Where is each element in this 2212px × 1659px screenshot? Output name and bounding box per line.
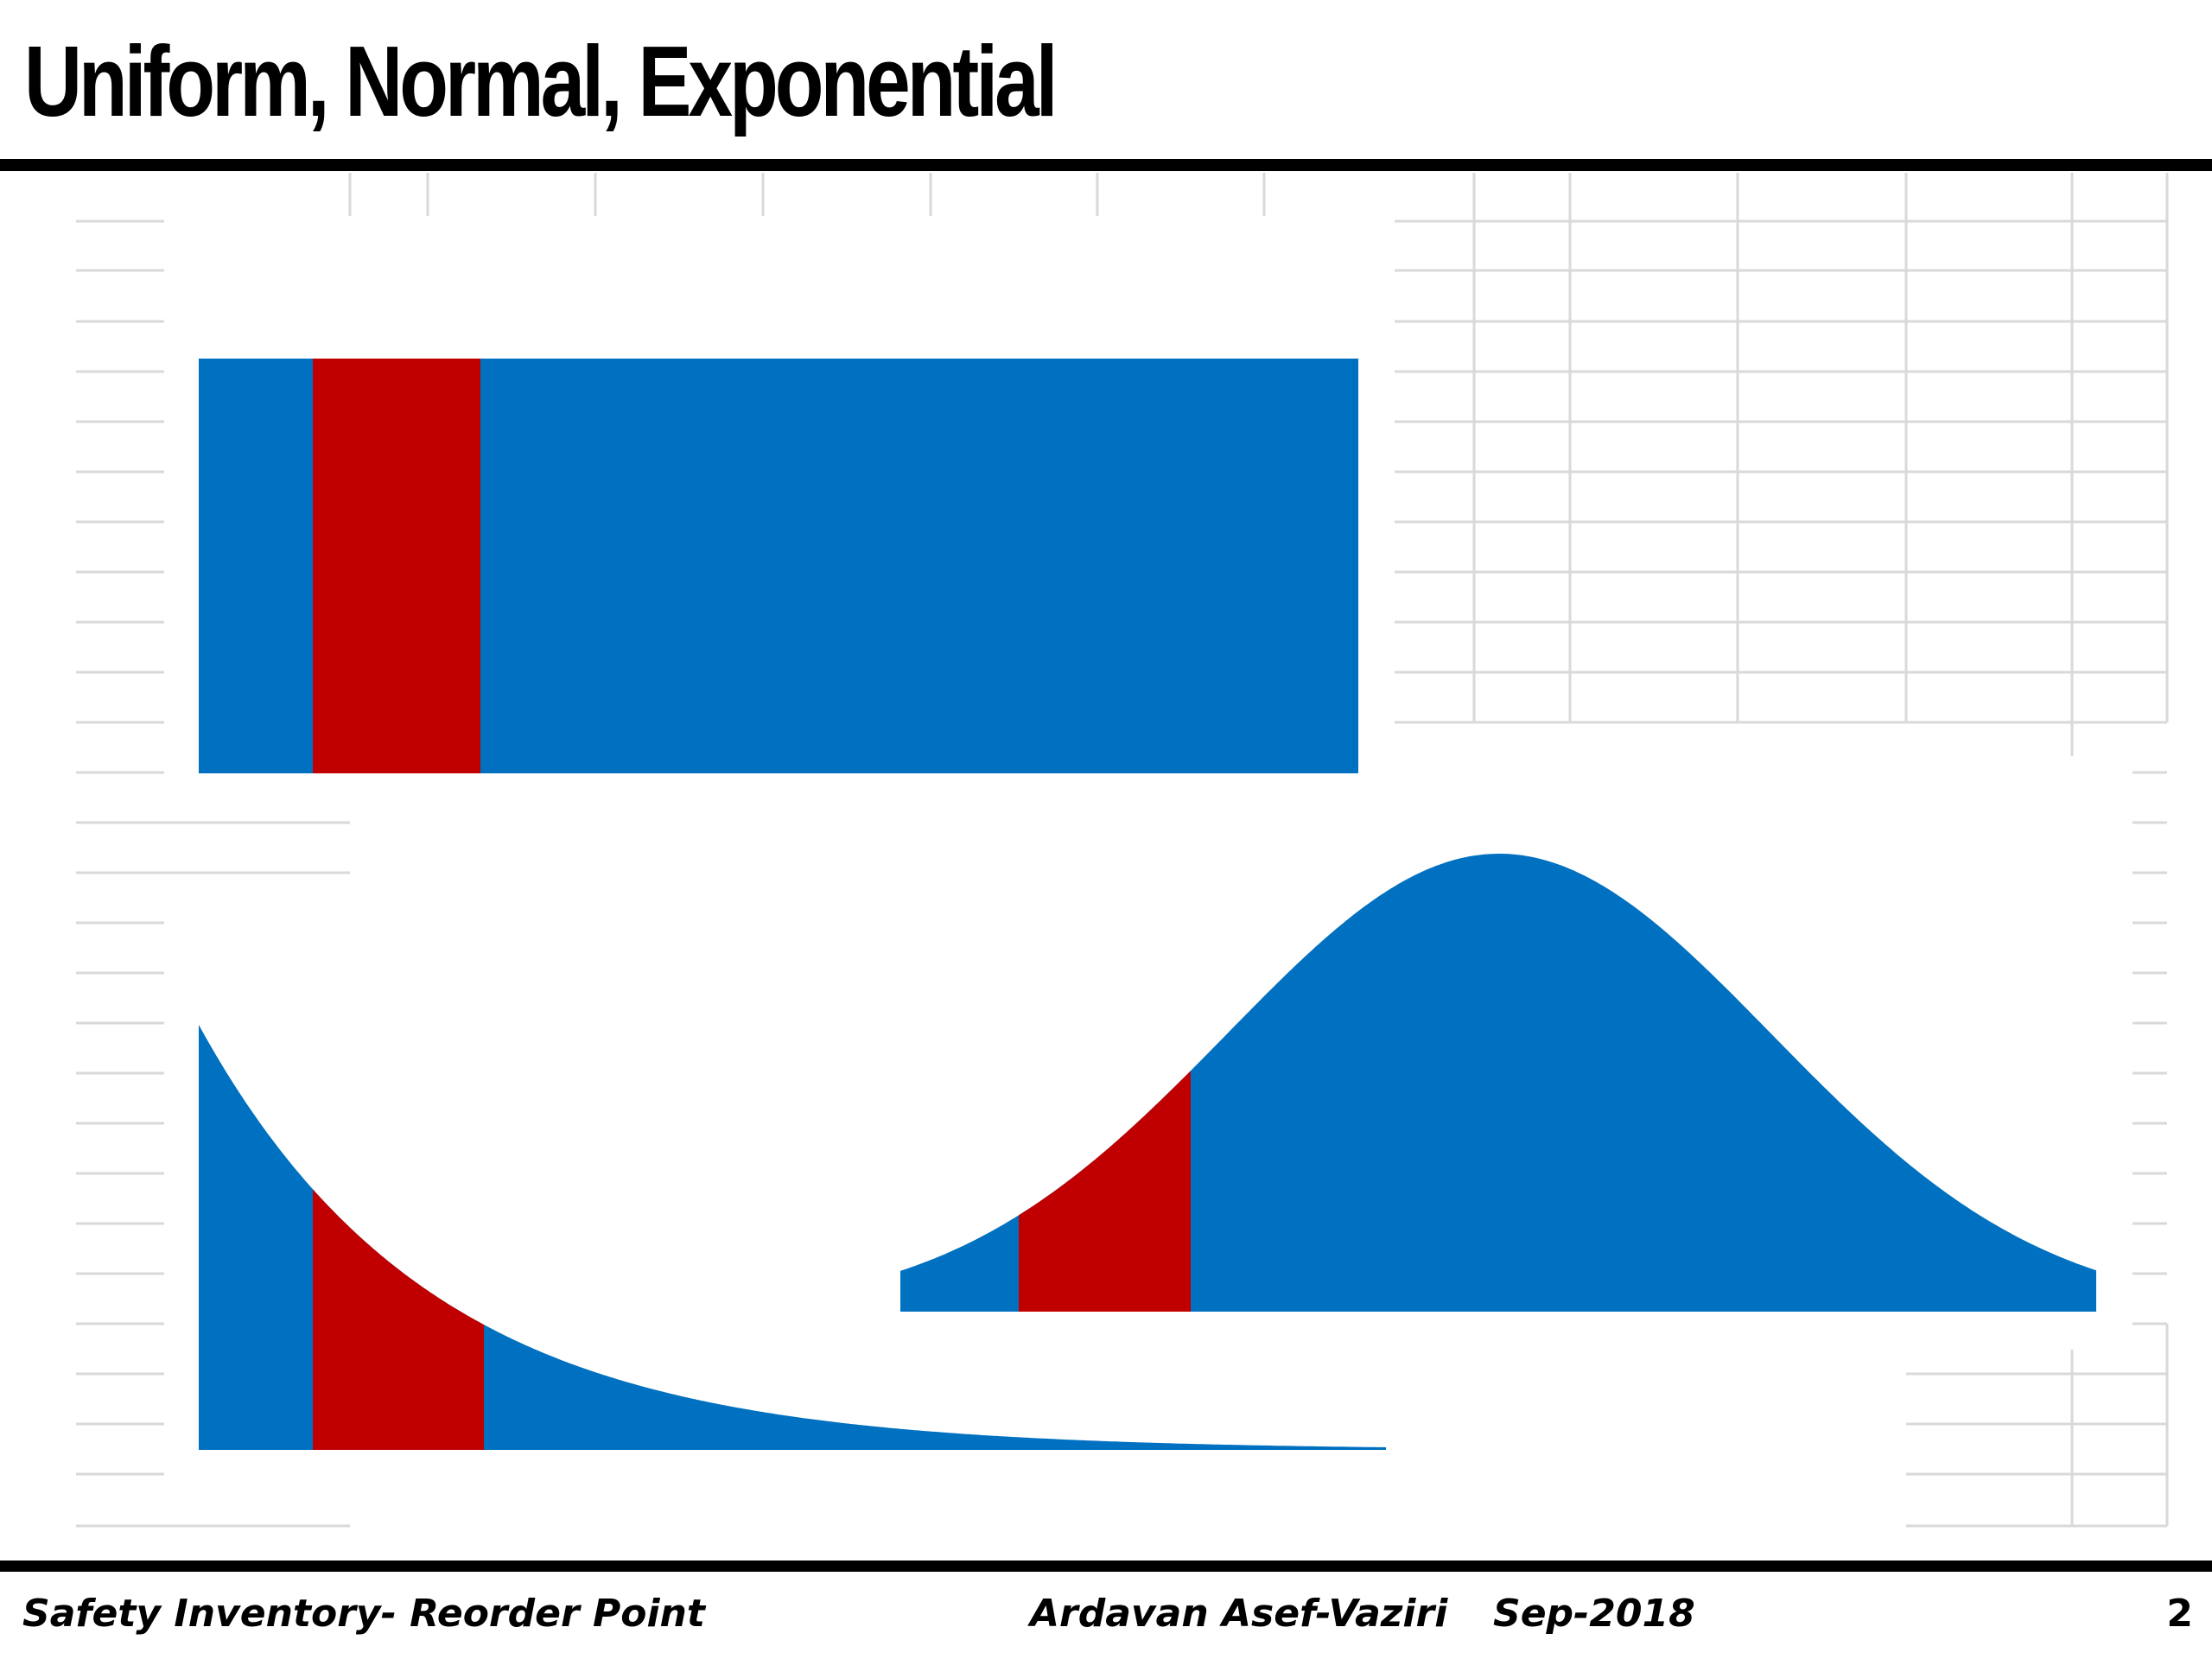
background-gridlines	[76, 173, 2169, 1528]
normal-distribution	[900, 854, 2096, 1312]
footer-date: Sep-2018	[1493, 1592, 1695, 1636]
footer-course-title: Safety Inventory- Reorder Point	[22, 1592, 705, 1636]
exponential-highlight-band	[313, 1189, 484, 1450]
uniform-distribution	[199, 359, 1358, 773]
slide-number: 2	[2166, 1592, 2193, 1636]
normal-body	[900, 854, 2096, 1312]
title-rule	[0, 159, 2212, 171]
footer-rule	[0, 1560, 2212, 1572]
slide-title: Uniform, Normal, Exponential	[24, 25, 1058, 137]
exponential-body	[199, 1025, 1386, 1450]
uniform-highlight-band	[313, 359, 480, 773]
exponential-distribution	[199, 1025, 1386, 1450]
normal-highlight-band	[1019, 1071, 1191, 1312]
footer-author: Ardavan Asef-Vaziri	[1030, 1592, 1448, 1636]
